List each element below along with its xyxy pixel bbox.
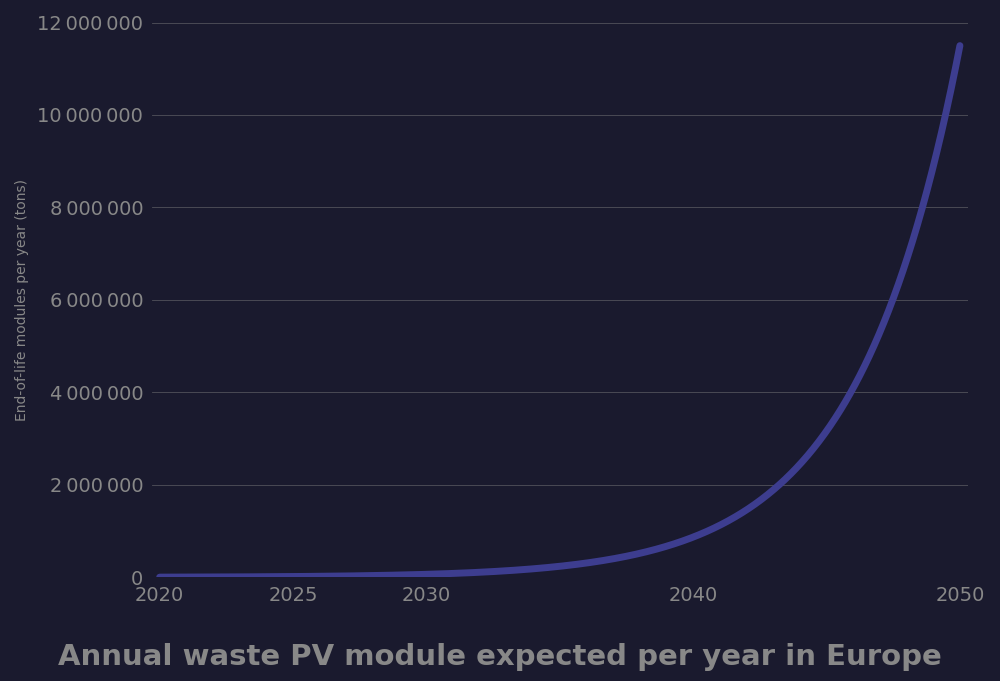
Y-axis label: End-of-life modules per year (tons): End-of-life modules per year (tons) [15,179,29,421]
Text: Annual waste PV module expected per year in Europe: Annual waste PV module expected per year… [58,643,942,671]
